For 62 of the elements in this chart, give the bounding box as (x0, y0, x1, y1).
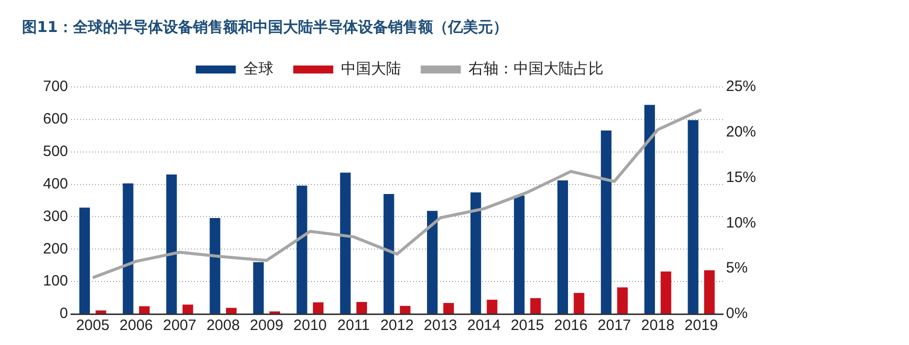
bar (617, 287, 628, 314)
bar (340, 172, 351, 314)
bar (226, 308, 237, 314)
bar (600, 130, 612, 314)
bar (427, 210, 438, 314)
x-tick-label: 2019 (684, 317, 718, 334)
bar (400, 306, 410, 314)
y-tick-label: 600 (42, 110, 68, 128)
bar (356, 302, 367, 314)
bar (530, 298, 541, 314)
y-tick-label: 0 (60, 305, 68, 322)
y-tick-label: 700 (42, 78, 68, 96)
bar (166, 174, 177, 314)
x-tick-label: 2009 (250, 317, 284, 334)
bar (122, 183, 134, 314)
bar (644, 104, 655, 314)
x-tick-label: 2018 (641, 317, 674, 334)
x-tick-label: 2017 (598, 317, 632, 334)
y-tick-label: 200 (42, 240, 68, 258)
bar (486, 300, 498, 314)
bar (210, 218, 220, 314)
x-tick-label: 2007 (163, 317, 196, 334)
y-tick-label: 300 (42, 208, 68, 225)
y2-tick-label: 20% (726, 124, 756, 141)
bar (443, 302, 454, 314)
bar (312, 302, 324, 314)
x-tick-label: 2005 (76, 317, 110, 334)
x-tick-label: 2011 (337, 317, 370, 334)
bar (574, 292, 584, 314)
x-tick-label: 2016 (554, 317, 588, 334)
bar (79, 208, 90, 314)
legend-label: 中国大陆 (340, 59, 401, 78)
y-tick-label: 400 (42, 175, 68, 192)
x-tick-label: 2006 (120, 317, 153, 334)
x-tick-label: 2012 (380, 317, 414, 334)
legend-label: 右轴：中国大陆占比 (468, 59, 604, 78)
bar (384, 194, 394, 314)
bar (139, 306, 150, 314)
x-tick-label: 2015 (510, 317, 544, 334)
bar (704, 270, 715, 314)
legend-label: 全球 (243, 59, 274, 78)
chart-title: 图11：全球的半导体设备销售额和中国大陆半导体设备销售额（亿美元） (22, 18, 508, 37)
bar (96, 310, 106, 314)
bar (182, 304, 194, 314)
bar (660, 272, 672, 314)
bar (557, 180, 568, 314)
x-tick-label: 2014 (467, 317, 501, 334)
bar (253, 262, 264, 314)
y-tick-label: 500 (42, 143, 68, 160)
y-tick-label: 100 (42, 272, 68, 290)
bar (688, 120, 698, 314)
y2-tick-label: 5% (726, 260, 748, 277)
y2-tick-label: 10% (726, 214, 756, 232)
bar (296, 186, 308, 314)
y2-tick-label: 25% (726, 78, 756, 96)
x-tick-label: 2008 (206, 317, 240, 334)
y2-tick-label: 15% (726, 168, 756, 186)
x-tick-label: 2013 (424, 317, 458, 334)
y2-tick-label: 0% (726, 305, 748, 322)
bar (470, 192, 482, 314)
x-tick-label: 2010 (293, 317, 327, 334)
bar (514, 196, 525, 314)
